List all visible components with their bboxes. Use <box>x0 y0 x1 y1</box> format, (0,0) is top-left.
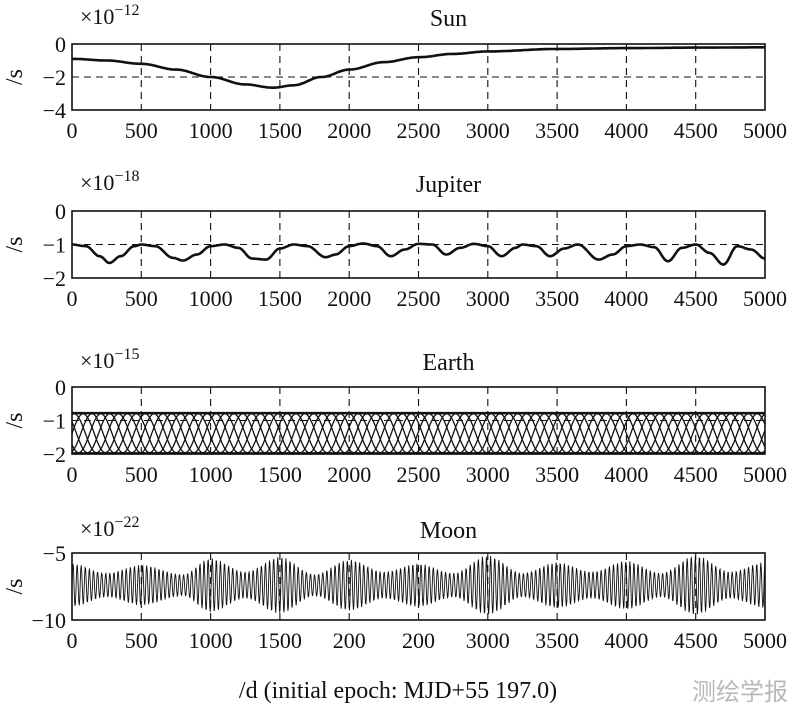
y-tick-label: −1 <box>43 233 66 258</box>
x-tick-label: 2500 <box>397 118 441 143</box>
x-tick-label: 2000 <box>327 286 371 311</box>
x-tick-label: 3500 <box>535 286 579 311</box>
x-tick-label: 1500 <box>258 462 302 487</box>
exponent-power: −15 <box>114 346 139 363</box>
x-tick-label: 4500 <box>674 118 718 143</box>
panel-title: Moon <box>420 518 477 544</box>
x-tick-label: 3000 <box>466 628 510 653</box>
exponent-power: −22 <box>114 514 139 531</box>
x-tick-label: 5000 <box>743 286 787 311</box>
watermark-text: 测绘学报 <box>692 678 788 706</box>
x-tick-label: 500 <box>125 286 158 311</box>
exponent-base: ×10 <box>80 348 114 373</box>
exponent-base: ×10 <box>80 4 114 29</box>
y-tick-label: 0 <box>55 32 66 57</box>
x-tick-label: 1000 <box>189 462 233 487</box>
x-tick-label: 2500 <box>397 462 441 487</box>
exponent-base: ×10 <box>80 516 114 541</box>
y-tick-label: −4 <box>43 98 66 123</box>
y-axis-label: /s <box>2 412 28 428</box>
x-tick-label: 2000 <box>327 462 371 487</box>
y-axis-label: /s <box>2 236 28 252</box>
x-tick-label: 4000 <box>604 286 648 311</box>
x-tick-label: 4000 <box>604 462 648 487</box>
x-tick-label: 1500 <box>258 118 302 143</box>
y-tick-label: −2 <box>43 442 66 467</box>
x-tick-label: 3500 <box>535 628 579 653</box>
x-tick-label: 1500 <box>258 628 302 653</box>
x-tick-label: 1000 <box>189 118 233 143</box>
x-tick-label: 200 <box>333 628 366 653</box>
y-axis-label: /s <box>2 69 28 85</box>
plot-frame <box>71 552 766 621</box>
x-tick-label: 2500 <box>397 286 441 311</box>
panel-title: Jupiter <box>416 172 481 198</box>
x-tick-label: 3500 <box>535 462 579 487</box>
panel-sun: 0 500 1000 1500 2000 2500 3000 3500 4000 4500 5000… <box>2 2 787 143</box>
y-tick-label: −2 <box>43 65 66 90</box>
plot-frame <box>71 210 766 279</box>
series-line <box>71 555 766 615</box>
y-tick-label: −10 <box>32 608 66 633</box>
x-tick-label: 5000 <box>743 462 787 487</box>
x-tick-label: 4000 <box>604 118 648 143</box>
series-line <box>72 242 766 266</box>
x-tick-label: 4500 <box>674 462 718 487</box>
x-tick-label: 5000 <box>743 118 787 143</box>
x-tick-label: 0 <box>67 118 78 143</box>
x-tick-label: 500 <box>125 462 158 487</box>
panel-title: Sun <box>430 6 467 32</box>
x-tick-label: 4500 <box>674 286 718 311</box>
exponent-power: −12 <box>114 2 139 19</box>
panel-moon: 0 500 1000 1500 200 200 3000 3500 4000 4500 5000 −5… <box>2 514 787 653</box>
x-tick-label: 3000 <box>466 118 510 143</box>
x-tick-label: 500 <box>125 628 158 653</box>
series-line <box>71 413 766 454</box>
y-tick-label: −5 <box>43 541 66 566</box>
panel-earth: 0 500 1000 1500 2000 2500 3000 3500 4000 4500 5000… <box>2 346 787 487</box>
x-tick-label: 4000 <box>604 628 648 653</box>
x-tick-label: 3500 <box>535 118 579 143</box>
x-tick-label: 3000 <box>466 286 510 311</box>
exponent-label: ×10−18 <box>80 168 139 195</box>
exponent-base: ×10 <box>80 170 114 195</box>
x-tick-label: 0 <box>67 286 78 311</box>
x-tick-label: 3000 <box>466 462 510 487</box>
x-tick-label: 1000 <box>189 628 233 653</box>
plot-frame <box>71 386 766 455</box>
exponent-label: ×10−12 <box>80 2 139 29</box>
exponent-power: −18 <box>114 168 139 185</box>
x-tick-label: 1000 <box>189 286 233 311</box>
x-tick-label: 5000 <box>743 628 787 653</box>
series-line <box>71 413 766 454</box>
y-axis-label: /s <box>2 578 28 594</box>
x-tick-label: 0 <box>67 462 78 487</box>
y-tick-label: 0 <box>55 199 66 224</box>
x-tick-label: 200 <box>402 628 435 653</box>
x-tick-label: 2000 <box>327 118 371 143</box>
x-tick-label: 1500 <box>258 286 302 311</box>
y-tick-label: −2 <box>43 266 66 291</box>
series-line <box>72 46 765 89</box>
panel-jupiter: 0 500 1000 1500 2000 2500 3000 3500 4000 4500 5000… <box>2 168 787 311</box>
x-tick-label: 500 <box>125 118 158 143</box>
exponent-label: ×10−22 <box>80 514 139 541</box>
x-tick-label: 4500 <box>674 628 718 653</box>
y-tick-label: 0 <box>55 375 66 400</box>
series-line <box>71 413 766 454</box>
panel-title: Earth <box>423 350 475 376</box>
plot-frame <box>71 43 766 111</box>
x-axis-label: /d (initial epoch: MJD+55 197.0) <box>239 678 557 704</box>
x-tick-label: 0 <box>67 628 78 653</box>
exponent-label: ×10−15 <box>80 346 139 373</box>
y-tick-label: −1 <box>43 409 66 434</box>
